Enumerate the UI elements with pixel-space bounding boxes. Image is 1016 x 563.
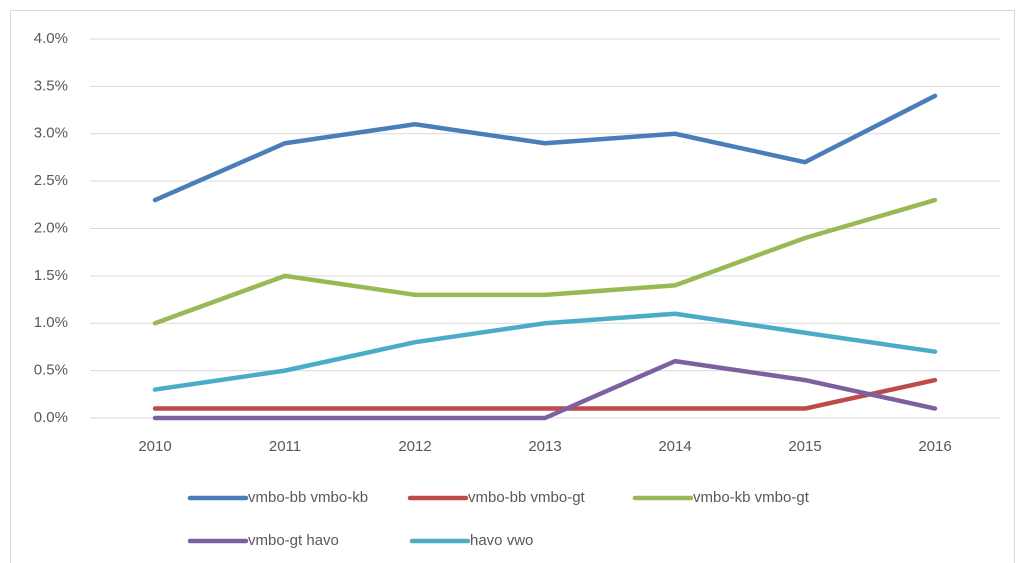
x-tick-label: 2010 — [138, 438, 171, 455]
series-line — [152, 358, 938, 421]
series-line — [152, 197, 938, 326]
y-tick-label: 3.5% — [34, 77, 68, 94]
x-tick-label: 2015 — [788, 438, 821, 455]
y-tick-label: 2.0% — [34, 219, 68, 236]
series-line — [152, 311, 938, 392]
x-tick-label: 2012 — [398, 438, 431, 455]
y-tick-label: 2.5% — [34, 172, 68, 189]
chart-frame — [10, 10, 1015, 563]
y-tick-label: 0.5% — [34, 362, 68, 379]
y-tick-label: 0.0% — [34, 409, 68, 426]
x-tick-label: 2011 — [269, 438, 301, 455]
y-tick-label: 3.0% — [34, 125, 68, 142]
series-line — [152, 93, 938, 203]
legend-label: vmbo-bb vmbo-kb — [248, 489, 368, 506]
legend-label: vmbo-gt havo — [248, 532, 339, 549]
y-tick-label: 4.0% — [34, 30, 68, 47]
legend-label: havo vwo — [470, 532, 533, 549]
legend-label: vmbo-bb vmbo-gt — [468, 489, 586, 506]
y-tick-label: 1.5% — [34, 267, 68, 284]
x-tick-label: 2013 — [528, 438, 561, 455]
x-tick-label: 2014 — [658, 438, 691, 455]
x-tick-label: 2016 — [918, 438, 951, 455]
y-tick-label: 1.0% — [34, 314, 68, 331]
series-line — [152, 377, 938, 411]
legend-label: vmbo-kb vmbo-gt — [693, 489, 810, 506]
